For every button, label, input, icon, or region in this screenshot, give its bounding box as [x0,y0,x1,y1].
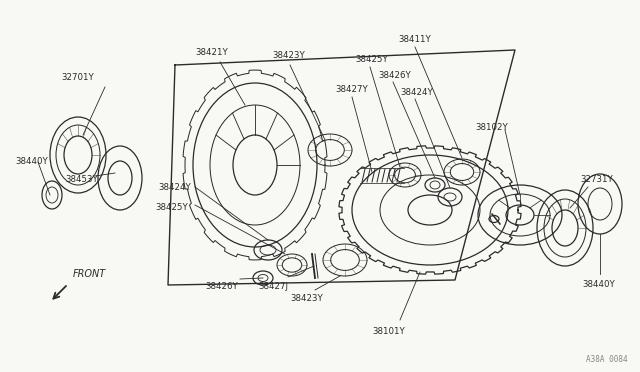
Text: 38421Y: 38421Y [195,48,228,57]
Text: 38424Y: 38424Y [400,88,433,97]
Text: 38102Y: 38102Y [475,122,508,131]
Text: 32731Y: 32731Y [580,175,612,184]
Text: 38423Y: 38423Y [290,294,323,303]
Text: 38423Y: 38423Y [272,51,305,60]
Text: 38426Y: 38426Y [378,71,411,80]
Text: 38453Y: 38453Y [65,174,98,183]
Text: 38424Y: 38424Y [158,183,191,192]
Text: 38425Y: 38425Y [355,55,388,64]
Text: A38A 0084: A38A 0084 [586,355,628,364]
Text: 38440Y: 38440Y [582,280,615,289]
Text: 38427J: 38427J [258,282,288,291]
Text: 32701Y: 32701Y [61,73,94,82]
Text: 38427Y: 38427Y [335,85,368,94]
Text: 38440Y: 38440Y [15,157,48,167]
Text: 38411Y: 38411Y [398,35,431,44]
Text: 38425Y: 38425Y [155,202,188,212]
Text: 38101Y: 38101Y [372,327,404,336]
Text: FRONT: FRONT [73,269,106,279]
Text: 38426Y: 38426Y [205,282,237,291]
